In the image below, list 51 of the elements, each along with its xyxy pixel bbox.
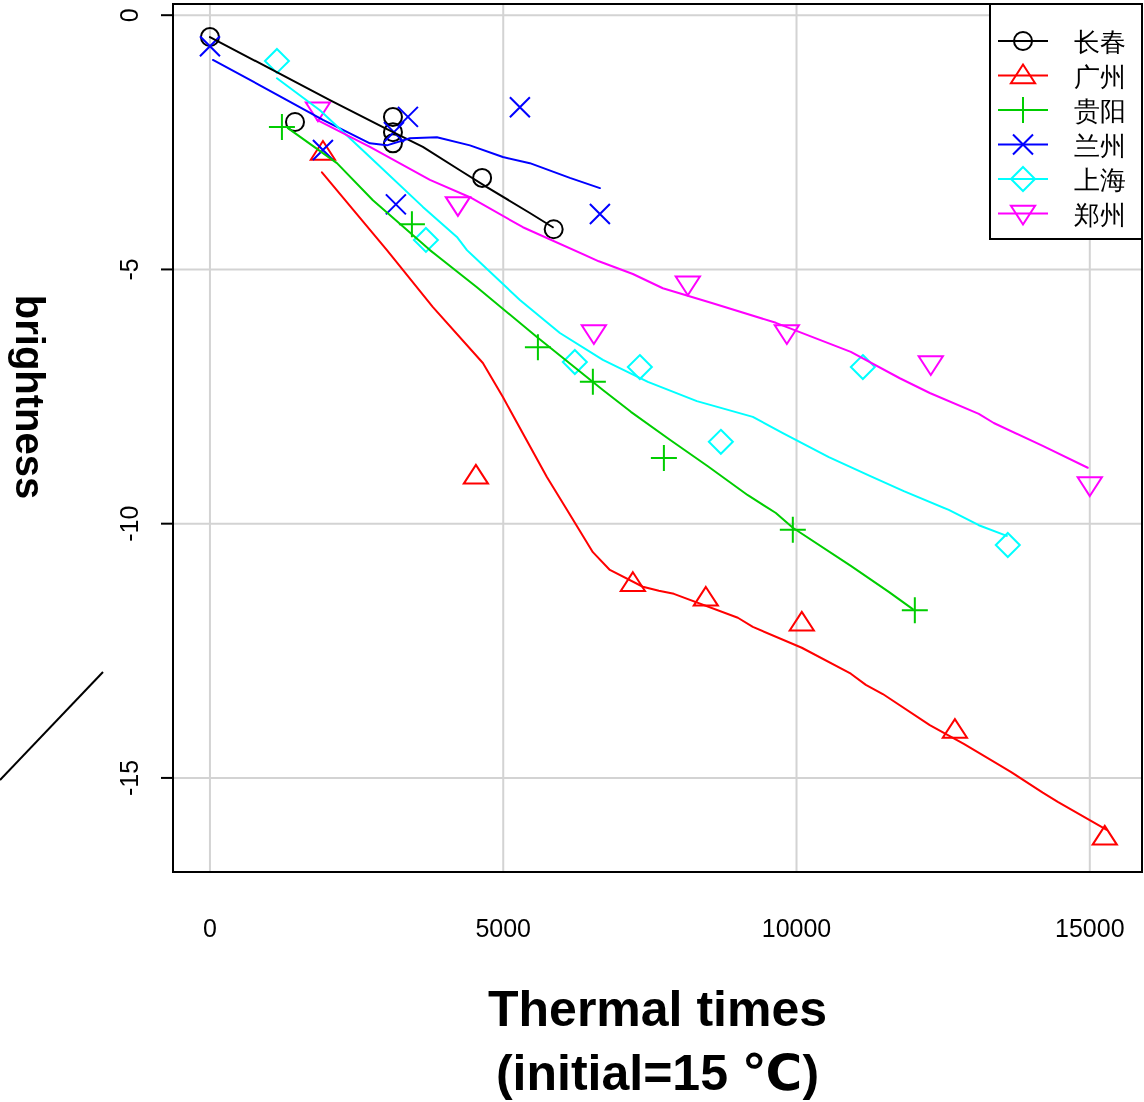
point: [773, 324, 800, 345]
point: [994, 532, 1021, 559]
legend-label: 长春: [1074, 27, 1126, 57]
point: [412, 226, 439, 253]
x-tick-label: 10000: [761, 914, 832, 942]
point: [707, 428, 734, 455]
point: [619, 571, 646, 592]
point: [561, 348, 588, 375]
y-tick-label: -10: [115, 505, 143, 542]
legend-label: 广州: [1074, 61, 1126, 92]
point: [674, 275, 701, 297]
point: [472, 167, 493, 188]
y-tick-label: -5: [115, 258, 143, 281]
point: [384, 193, 407, 216]
point: [444, 196, 471, 217]
point: [941, 718, 968, 739]
point: [626, 354, 653, 381]
point: [901, 597, 928, 624]
x-tick-label: 0: [203, 914, 217, 942]
y-tick-label: 0: [115, 8, 143, 23]
point: [199, 27, 220, 48]
legend-label: 贵阳: [1074, 96, 1126, 126]
x-tick-label: 15000: [1055, 914, 1125, 942]
legend-label: 郑州: [1074, 199, 1126, 230]
point: [1091, 824, 1118, 846]
point: [543, 219, 564, 240]
legend-label: 上海: [1074, 165, 1126, 195]
point: [580, 324, 607, 345]
x-axis-title: Thermal times (initial=15 ℃): [487, 981, 828, 1101]
point: [304, 101, 332, 123]
x-tick-label: 5000: [475, 914, 532, 942]
point: [396, 105, 419, 128]
legend-label: 兰州: [1074, 130, 1126, 161]
point: [579, 368, 606, 395]
y-tick-label: -15: [115, 759, 143, 796]
y-axis-title: brightness: [8, 294, 52, 500]
point: [382, 106, 403, 127]
point: [849, 354, 876, 381]
point: [382, 133, 403, 154]
point: [462, 463, 489, 485]
point: [198, 35, 221, 58]
point: [588, 203, 611, 226]
point: [788, 610, 815, 632]
point: [650, 445, 677, 472]
point: [692, 585, 719, 607]
point: [268, 114, 295, 141]
point: [285, 111, 306, 132]
point: [398, 211, 425, 238]
line-series: [211, 58, 601, 190]
point: [263, 47, 290, 74]
point: [508, 96, 531, 119]
